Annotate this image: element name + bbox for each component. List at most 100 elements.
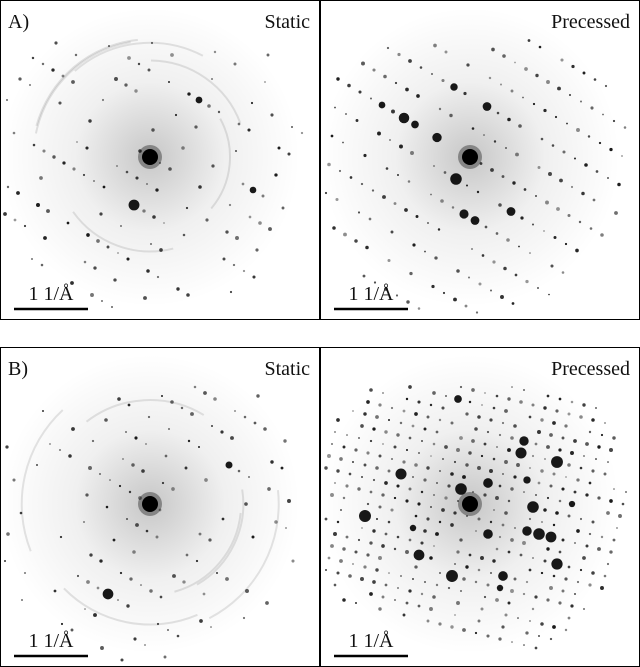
- diffraction-spot: [198, 446, 200, 448]
- diffraction-spot: [99, 559, 103, 563]
- diffraction-spot: [476, 190, 480, 194]
- diffraction-spot: [61, 74, 65, 78]
- diffraction-spot: [540, 137, 544, 141]
- diffraction-spot: [436, 482, 438, 484]
- diffraction-spot: [41, 409, 45, 413]
- diffraction-spot: [418, 452, 420, 454]
- diffraction-spot: [499, 83, 503, 86]
- diffraction-spot: [225, 577, 229, 581]
- diffraction-spot: [93, 613, 97, 617]
- diffraction-spot: [442, 291, 446, 295]
- diffraction-spot: [390, 406, 394, 410]
- diffraction-spot: [372, 478, 376, 482]
- diffraction-spot: [507, 499, 511, 503]
- diffraction-spot: [124, 83, 128, 87]
- diffraction-spot: [595, 170, 599, 173]
- diffraction-spot: [424, 581, 426, 583]
- diffraction-spot: [528, 568, 532, 572]
- diffraction-spot: [552, 625, 556, 629]
- diffraction-spot: [554, 115, 558, 119]
- diffraction-spot: [270, 113, 274, 117]
- diffraction-spot: [429, 403, 433, 407]
- diffraction-spot: [243, 415, 247, 419]
- diffraction-spot: [145, 443, 147, 445]
- diffraction-spot: [500, 295, 504, 299]
- diffraction-spot: [134, 89, 138, 93]
- diffraction-spot: [516, 463, 520, 467]
- diffraction-spot: [324, 191, 328, 195]
- diffraction-spot: [59, 535, 63, 539]
- diffraction-spot: [405, 87, 409, 92]
- diffraction-spot: [361, 61, 365, 66]
- diffraction-spot: [579, 568, 583, 572]
- diffraction-spot: [510, 589, 514, 593]
- diffraction-spot: [475, 311, 479, 314]
- diffraction-spot: [119, 571, 123, 575]
- diffraction-spot: [431, 284, 435, 289]
- diffraction-spot: [167, 427, 171, 431]
- diffraction-spot: [477, 568, 481, 572]
- diffraction-spot: [597, 547, 601, 551]
- diffraction-spot: [564, 628, 568, 632]
- kikuchi-arc: [20, 409, 64, 552]
- diffraction-spot: [523, 476, 531, 484]
- diffraction-spot: [582, 71, 586, 75]
- diffraction-spot: [361, 527, 363, 529]
- diffraction-spot: [412, 476, 414, 478]
- diffraction-spot: [553, 235, 557, 240]
- diffraction-spot: [464, 304, 468, 308]
- diffraction-spot: [339, 559, 343, 563]
- diffraction-spot: [384, 287, 388, 291]
- diffraction-spot: [523, 389, 525, 391]
- diffraction-spot: [438, 107, 442, 111]
- diffraction-spot: [40, 263, 44, 267]
- diffraction-spot: [368, 217, 372, 221]
- diffraction-spot: [408, 487, 412, 491]
- diffraction-spot: [347, 83, 351, 88]
- diffraction-spot: [495, 445, 499, 449]
- diffraction-spot: [244, 502, 248, 506]
- diffraction-spot: [352, 461, 354, 463]
- diffraction-spot: [604, 422, 606, 424]
- diffraction-spot: [466, 63, 470, 67]
- diffraction-spot: [558, 550, 562, 554]
- diffraction-spot: [465, 412, 469, 416]
- diffraction-spot: [411, 120, 419, 129]
- diffraction-spot: [600, 535, 604, 539]
- diffraction-spot: [468, 400, 472, 404]
- diffraction-spot: [546, 496, 550, 500]
- diffraction-spot: [159, 248, 163, 252]
- diffraction-spot: [338, 169, 342, 173]
- diffraction-spot: [402, 409, 406, 413]
- diffraction-spot: [576, 580, 580, 584]
- diffraction-spot: [484, 392, 486, 394]
- diffraction-spot: [513, 577, 517, 581]
- diffraction-spot: [358, 437, 360, 439]
- diffraction-spot: [355, 602, 357, 604]
- diffraction-spot: [378, 556, 382, 560]
- diffraction-spot: [386, 46, 390, 50]
- diffraction-spot: [583, 608, 585, 610]
- diffraction-spot: [408, 589, 412, 593]
- diffraction-spot: [291, 126, 293, 128]
- diffraction-spot: [263, 427, 267, 431]
- diffraction-spot: [371, 189, 375, 192]
- diffraction-spot: [390, 230, 394, 234]
- kikuchi-arc: [35, 38, 138, 127]
- diffraction-spot: [546, 394, 550, 398]
- diffraction-spot: [407, 180, 411, 183]
- diffraction-spot: [562, 150, 566, 154]
- diffraction-spot: [495, 598, 499, 602]
- diffraction-spot: [405, 550, 409, 554]
- diffraction-spot: [335, 197, 339, 202]
- diffraction-spot: [281, 206, 285, 210]
- diffraction-spot: [160, 394, 164, 398]
- diffraction-spot: [555, 409, 559, 413]
- diffraction-spot: [558, 397, 562, 401]
- diffraction-spot: [522, 541, 526, 545]
- diffraction-spot: [568, 500, 576, 508]
- diffraction-spot: [453, 297, 457, 302]
- central-beam: [462, 149, 478, 165]
- diffraction-spot: [342, 598, 346, 602]
- diffraction-spot: [150, 243, 152, 245]
